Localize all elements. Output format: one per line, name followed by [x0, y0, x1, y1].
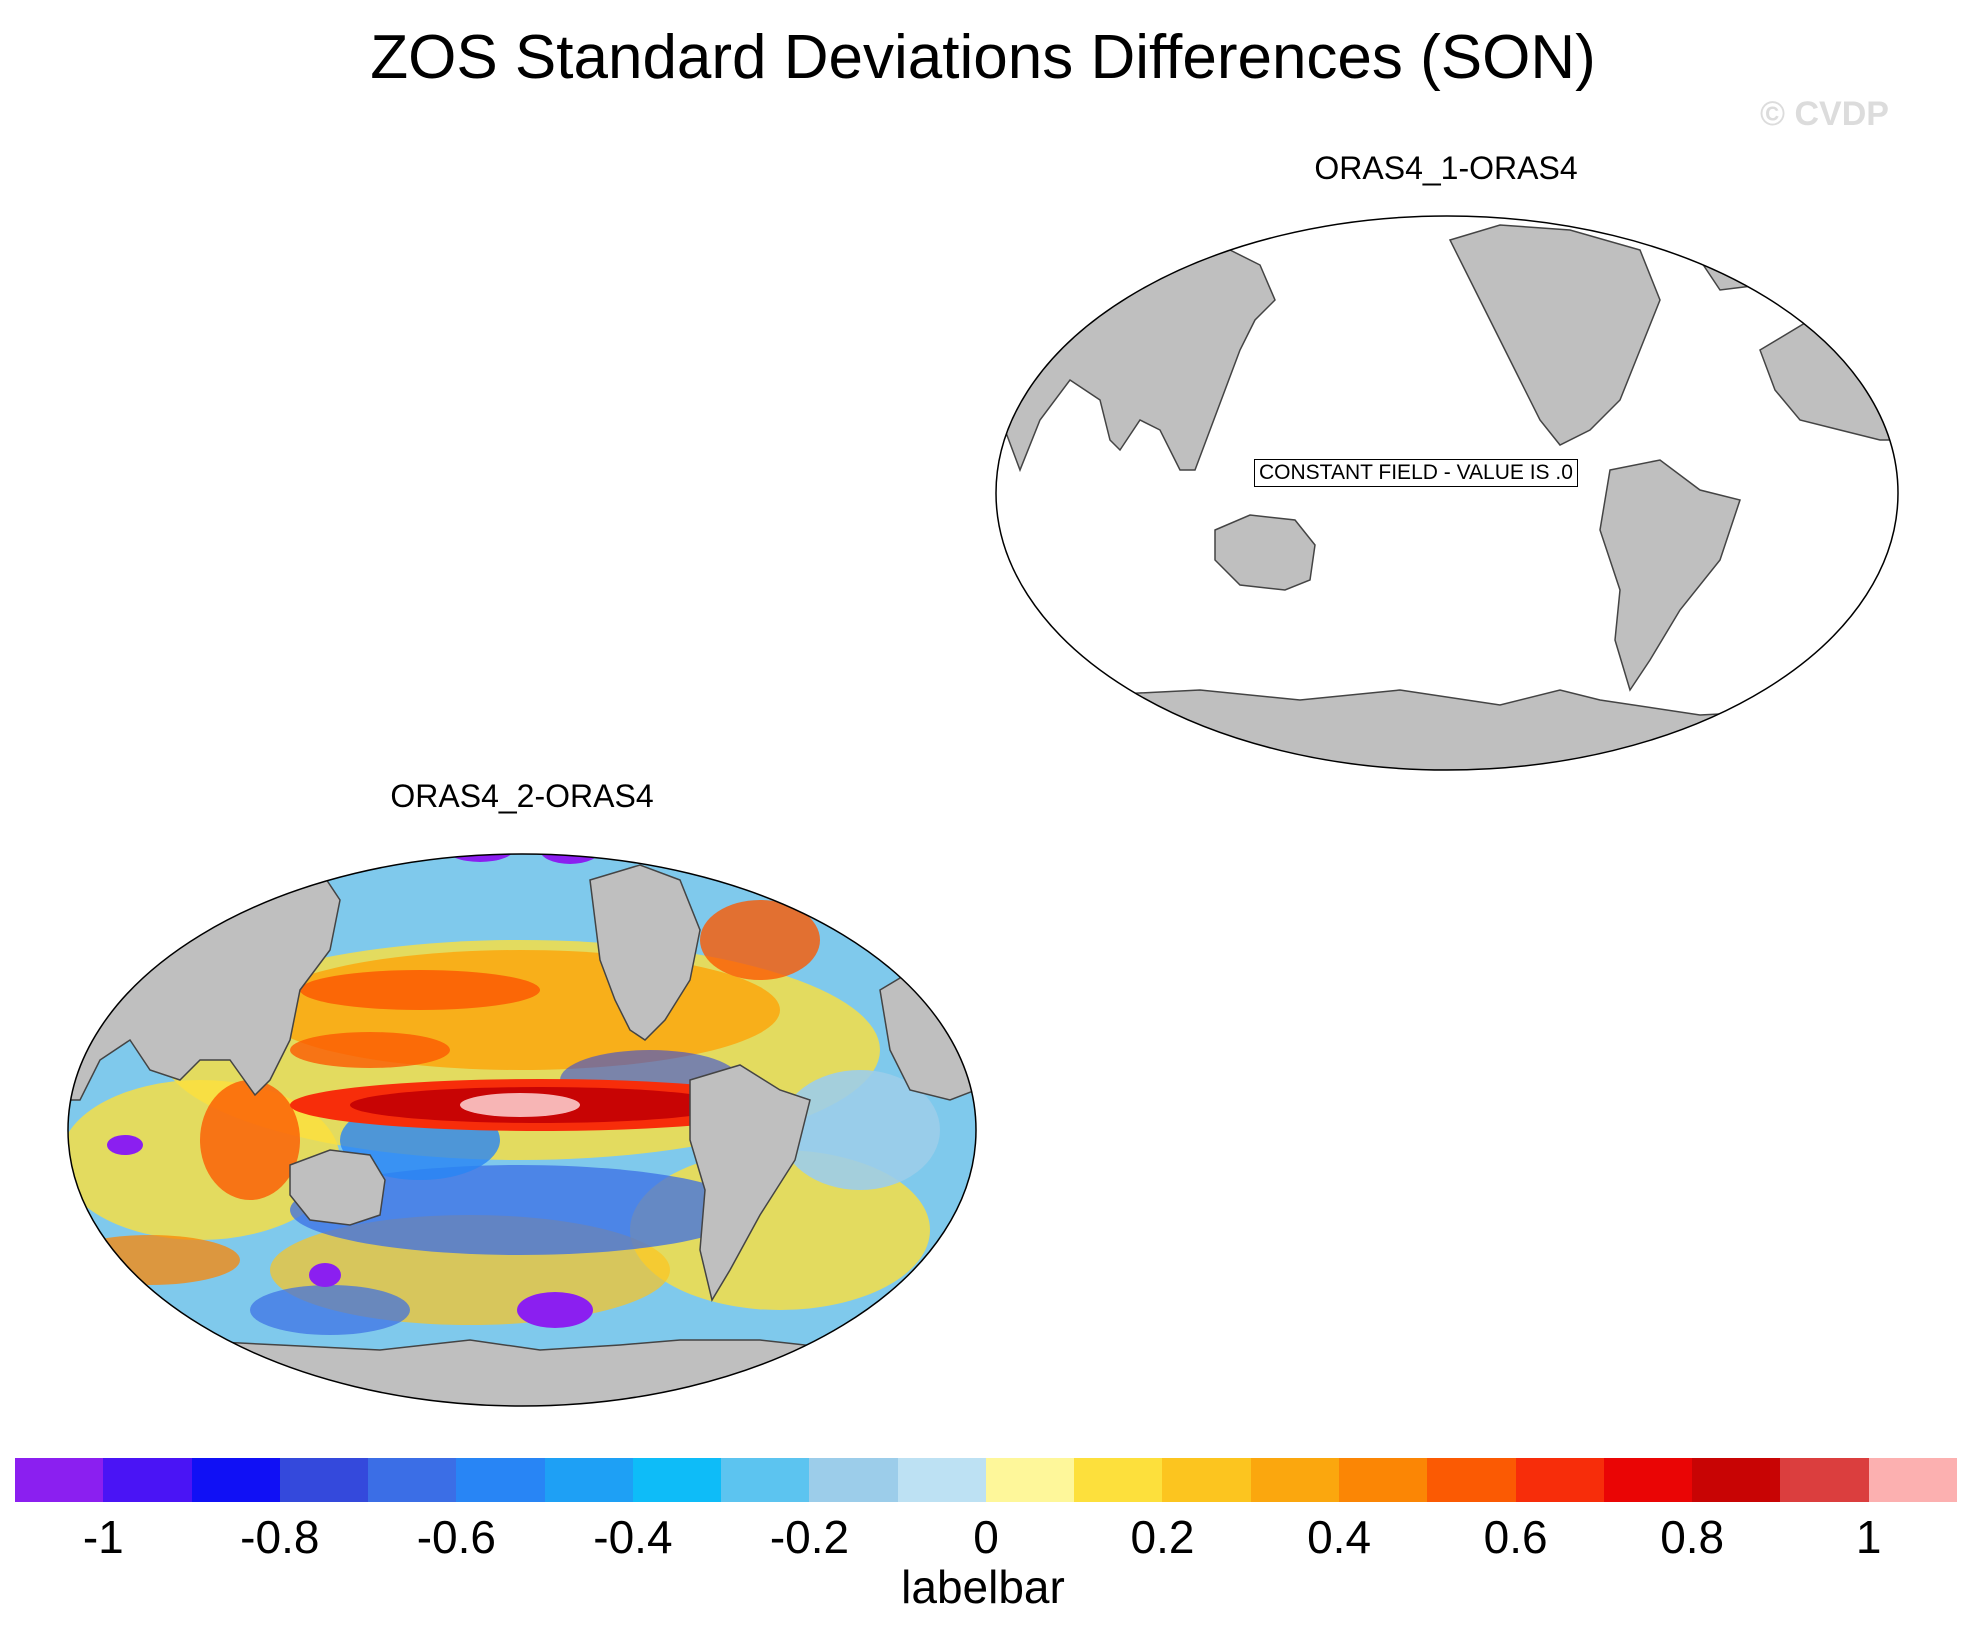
panel-2-title: ORAS4_2-ORAS4 — [390, 778, 654, 814]
labelbar-swatch — [1515, 1458, 1604, 1502]
cvdp-watermark: © CVDP — [1760, 95, 1889, 133]
labelbar-tick: 0 — [973, 1511, 999, 1563]
labelbar-swatch — [544, 1458, 633, 1502]
figure-title: ZOS Standard Deviations Differences (SON… — [370, 23, 1596, 92]
labelbar-swatch — [1692, 1458, 1781, 1502]
labelbar-swatch — [456, 1458, 545, 1502]
labelbar-title: labelbar — [901, 1561, 1065, 1613]
labelbar-swatch — [632, 1458, 722, 1502]
map-frame-1 — [995, 215, 1899, 771]
labelbar-swatch — [1780, 1458, 1869, 1502]
labelbar-swatch — [1074, 1458, 1163, 1502]
panel-1-title: ORAS4_1-ORAS4 — [1314, 150, 1578, 186]
labelbar-swatch — [809, 1458, 898, 1502]
labelbar-swatch — [368, 1458, 457, 1502]
labelbar-tick: -0.6 — [416, 1511, 496, 1563]
labelbar-swatch — [1162, 1458, 1251, 1502]
labelbar-swatch — [1868, 1458, 1957, 1502]
labelbar-swatch — [191, 1458, 280, 1502]
labelbar-swatch — [985, 1458, 1075, 1502]
constant-field-annotation: CONSTANT FIELD - VALUE IS .0 — [1254, 459, 1578, 487]
labelbar-tick: -0.4 — [593, 1511, 673, 1563]
labelbar-tick: 0.4 — [1307, 1511, 1372, 1563]
map-frame-2 — [67, 853, 977, 1407]
labelbar-swatch — [1338, 1458, 1428, 1502]
labelbar-swatch — [279, 1458, 369, 1502]
labelbar-tick: -1 — [82, 1511, 124, 1563]
labelbar-swatch — [1603, 1458, 1693, 1502]
labelbar-tick: 0.8 — [1660, 1511, 1725, 1563]
labelbar-tick: 0.6 — [1483, 1511, 1548, 1563]
color-labelbar — [15, 1458, 1957, 1502]
labelbar-tick: -0.2 — [769, 1511, 850, 1563]
labelbar-swatch — [15, 1458, 104, 1502]
labelbar-swatch — [103, 1458, 192, 1502]
labelbar-swatch — [721, 1458, 810, 1502]
labelbar-tick: 0.2 — [1130, 1511, 1195, 1563]
labelbar-tick: -0.8 — [240, 1511, 320, 1563]
labelbar-swatch — [897, 1458, 986, 1502]
labelbar-tick: 1 — [1855, 1511, 1882, 1563]
labelbar-swatch — [1250, 1458, 1339, 1502]
labelbar-swatch — [1427, 1458, 1516, 1502]
map-panel-2 — [68, 854, 976, 1406]
